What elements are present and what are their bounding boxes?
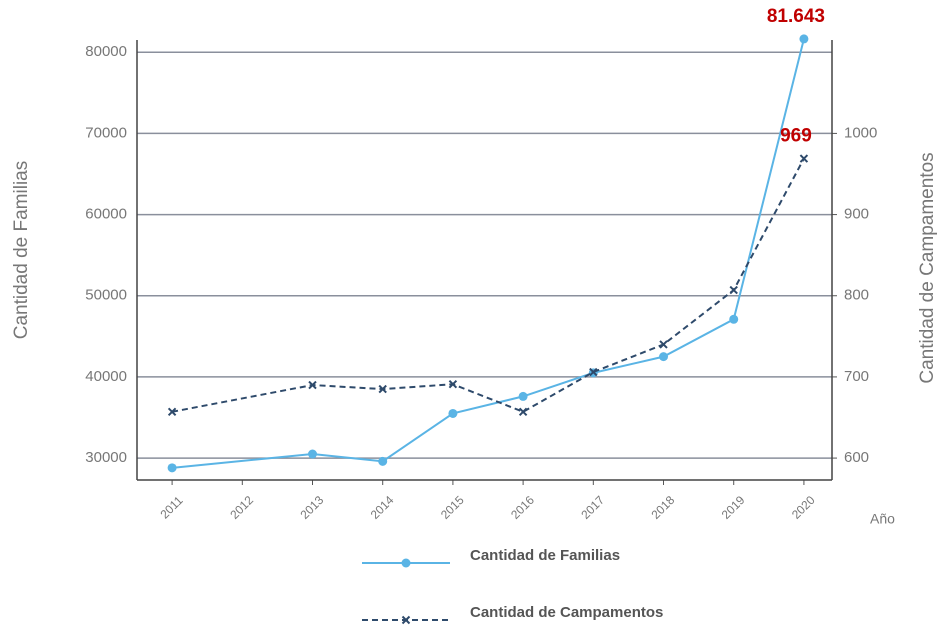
point	[308, 449, 318, 459]
point	[167, 407, 177, 417]
series-line	[171, 158, 805, 413]
y2-axis-label: Cantidad de Campamentos	[917, 152, 938, 383]
y2-tick-label: 900	[844, 206, 869, 223]
x-tick-label: 2013	[298, 493, 327, 522]
legend-marker	[401, 558, 411, 568]
point	[659, 352, 669, 362]
point	[167, 463, 177, 473]
point	[799, 154, 809, 163]
point	[308, 380, 317, 390]
point	[729, 285, 738, 295]
y-axis-label: Cantidad de Familias	[11, 161, 32, 339]
point	[589, 367, 598, 377]
y2-tick-label: 800	[844, 287, 869, 304]
point	[378, 456, 388, 466]
x-tick-label: 2020	[789, 493, 818, 522]
y2-tick-label: 600	[844, 449, 869, 466]
data-label: 81.643	[767, 6, 825, 27]
legend-label: Cantidad de Campamentos	[470, 604, 663, 621]
legend-label: Cantidad de Familias	[470, 547, 620, 564]
x-tick-label: 2011	[157, 493, 185, 521]
point	[729, 314, 739, 324]
x-tick-label: 2015	[438, 493, 467, 522]
x-tick-label: 2014	[368, 493, 397, 522]
point	[448, 408, 458, 418]
x-axis-label: Año	[870, 511, 895, 527]
y-tick-label: 80000	[85, 43, 127, 60]
point	[448, 380, 458, 389]
x-tick-label: 2017	[578, 493, 607, 522]
y-tick-label: 40000	[85, 368, 127, 385]
x-tick-label: 2016	[508, 493, 537, 522]
point	[378, 384, 387, 394]
y-tick-label: 70000	[85, 124, 127, 141]
y2-tick-label: 1000	[844, 124, 877, 141]
x-tick-label: 2012	[227, 493, 256, 522]
point	[799, 34, 809, 44]
point	[518, 391, 528, 401]
y-tick-label: 60000	[85, 206, 127, 223]
x-tick-label: 2018	[649, 493, 678, 522]
point	[518, 407, 528, 417]
y-tick-label: 30000	[85, 449, 127, 466]
series-line	[172, 38, 805, 469]
y-tick-label: 50000	[85, 287, 127, 304]
x-tick-label: 2019	[719, 493, 748, 522]
legend-marker	[401, 615, 411, 625]
data-label: 969	[780, 126, 812, 147]
y2-tick-label: 700	[844, 368, 869, 385]
point	[659, 340, 668, 349]
